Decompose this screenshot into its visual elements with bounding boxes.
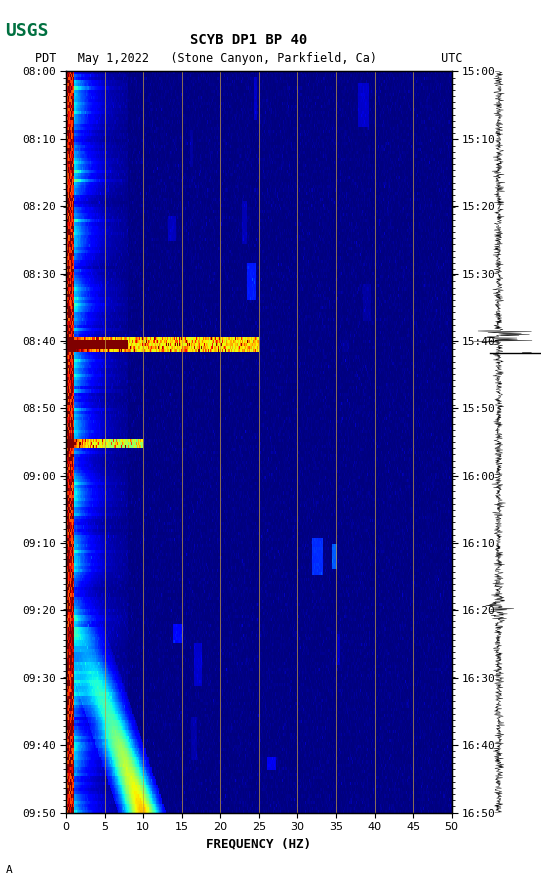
X-axis label: FREQUENCY (HZ): FREQUENCY (HZ)	[206, 838, 311, 851]
Text: A: A	[6, 865, 12, 875]
Text: SCYB DP1 BP 40: SCYB DP1 BP 40	[190, 33, 307, 47]
Text: USGS: USGS	[6, 22, 49, 40]
Text: PDT   May 1,2022   (Stone Canyon, Parkfield, Ca)         UTC: PDT May 1,2022 (Stone Canyon, Parkfield,…	[35, 52, 462, 64]
